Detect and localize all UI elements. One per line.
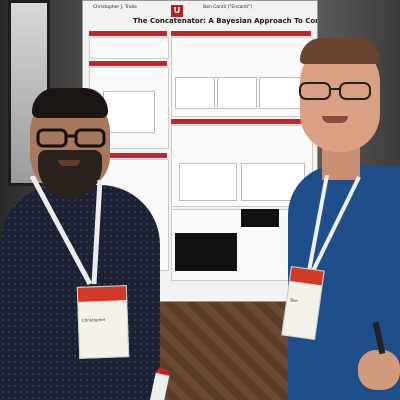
person-right-lanyard (307, 175, 361, 272)
person-right-smile (322, 116, 348, 123)
glasses-icon (299, 82, 371, 100)
glasses-icon (36, 128, 106, 148)
person-left-smile (58, 160, 80, 166)
section-header-task (89, 61, 167, 66)
plot-scatter-1 (175, 77, 215, 109)
poster-title: The Concatenator: A Bayesian Approach To… (133, 17, 317, 25)
badge-left-name: Christopher (81, 316, 106, 323)
badge-right-name: Ben (289, 297, 299, 304)
university-logo: U (171, 5, 183, 17)
section-header-particle (171, 31, 311, 36)
section-body-intro (89, 37, 169, 59)
section-header-ref (89, 153, 167, 158)
section-header-intro (89, 31, 167, 36)
person-right-hand (358, 350, 400, 390)
person-left-lanyard (29, 176, 103, 286)
poster-dark-image-1 (175, 233, 237, 271)
plot-task (103, 91, 155, 133)
poster-author-left: Christopher J. Tralie (93, 5, 137, 10)
plot-scatter-2 (217, 77, 257, 109)
person-left-badge: Christopher (76, 285, 130, 359)
person-left-hair (32, 88, 108, 118)
plot-bars-1 (179, 163, 237, 201)
poster-author-right: Ben Cantil ("Encanti") (203, 5, 253, 10)
person-right-hair (300, 38, 380, 64)
section-header-quant (171, 119, 311, 124)
poster-dark-image-2 (241, 209, 279, 227)
